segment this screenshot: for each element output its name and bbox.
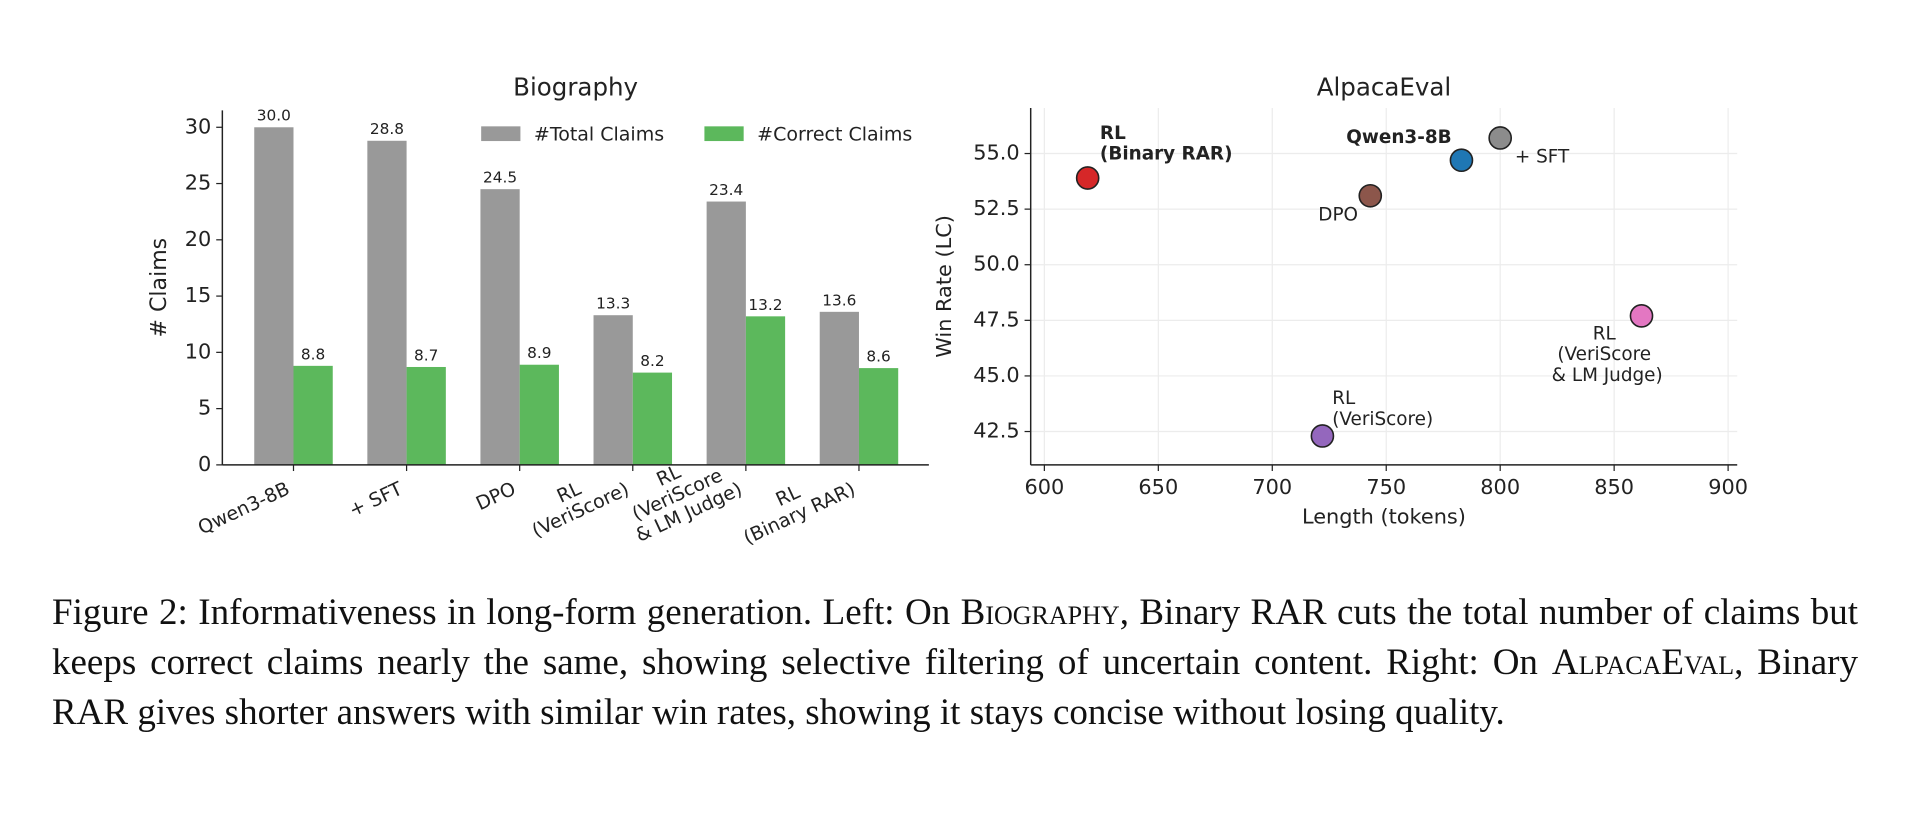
caption-text: Figure 2: Informativeness in long-form g… [52, 592, 961, 633]
x-tick-label-group: + SFT [346, 478, 407, 522]
value-label: 24.5 [483, 169, 517, 187]
bar [519, 364, 559, 465]
value-label: 13.2 [748, 296, 782, 314]
point-label: + SFT [1515, 147, 1570, 168]
point-label: RL (VeriScore) [1332, 388, 1433, 430]
point-label: Qwen3-8B [1346, 127, 1451, 148]
x-tick-label: 650 [1138, 475, 1178, 499]
legend-label: #Total Claims [534, 123, 664, 145]
bar [293, 365, 333, 465]
y-tick-label: 47.5 [973, 307, 1019, 331]
y-tick-label: 42.5 [973, 419, 1019, 443]
bar [745, 316, 786, 465]
chart-title: AlpacaEval [1317, 72, 1452, 101]
point [1449, 148, 1474, 173]
y-tick-label: 52.5 [973, 196, 1019, 220]
bar [632, 372, 673, 465]
value-label: 30.0 [257, 107, 291, 125]
y-tick-label: 20 [185, 227, 212, 251]
x-tick-label: Qwen3-8B [195, 478, 293, 539]
y-tick-label: 5 [198, 396, 211, 420]
x-tick-label: 850 [1594, 475, 1634, 499]
point [1629, 304, 1654, 328]
legend-label: #Correct Claims [757, 123, 912, 145]
x-tick-label-group: RL (VeriScore) [520, 459, 633, 542]
caption-text: , Binary RAR cuts the total number of cl… [52, 592, 1859, 683]
x-tick-label-group: DPO [473, 478, 519, 515]
point-label: DPO [1318, 204, 1358, 225]
bar [593, 315, 633, 465]
legend-swatch [481, 126, 521, 142]
value-label: 8.2 [640, 352, 664, 370]
point [1358, 183, 1383, 208]
x-tick-label: 600 [1024, 475, 1064, 499]
y-tick-label: 0 [198, 452, 211, 476]
y-tick-label: 30 [185, 114, 212, 138]
y-tick-label: 45.0 [973, 363, 1019, 387]
y-axis-label: # Claims [147, 238, 172, 338]
x-tick-label: 700 [1252, 475, 1292, 499]
x-tick-label: 750 [1366, 475, 1406, 499]
bar [858, 368, 899, 465]
bar [706, 201, 746, 465]
x-tick-label-group: RL (Binary RAR) [731, 459, 859, 549]
point [1075, 166, 1100, 190]
point [1488, 126, 1513, 150]
value-label: 8.6 [866, 348, 890, 366]
value-label: 8.9 [527, 344, 551, 362]
x-tick-label: 800 [1480, 475, 1520, 499]
value-label: 23.4 [709, 181, 743, 199]
point-label: RL (VeriScore & LM Judge) [1552, 323, 1663, 386]
value-label: 8.7 [414, 346, 438, 364]
point-label: RL (Binary RAR) [1100, 123, 1233, 165]
value-label: 8.8 [301, 345, 325, 363]
value-label: 13.6 [822, 291, 856, 309]
value-label: 28.8 [370, 120, 404, 138]
x-tick-label: 900 [1708, 475, 1748, 499]
bar [406, 366, 446, 465]
y-tick-label: 15 [185, 283, 212, 307]
y-tick-label: 25 [185, 171, 212, 195]
caption-text: , Binary RAR gives shorter answers with … [52, 642, 1859, 733]
bar [367, 140, 407, 465]
x-tick-label-group: Qwen3-8B [195, 478, 293, 539]
y-axis-label: Win Rate (LC) [932, 215, 956, 358]
x-tick-label: DPO [473, 478, 519, 515]
x-axis-label: Length (tokens) [1302, 505, 1466, 529]
x-tick-label: + SFT [346, 478, 407, 522]
bar [254, 127, 294, 465]
bar [480, 189, 520, 465]
y-tick-label: 55.0 [973, 141, 1019, 165]
caption-text: Biography [960, 592, 1120, 633]
bar [819, 311, 859, 465]
value-label: 13.3 [596, 295, 630, 313]
y-tick-label: 10 [185, 339, 212, 363]
caption-text: AlpacaEval [1551, 642, 1735, 683]
x-tick-label: RL (Binary RAR) [731, 459, 858, 549]
point [1310, 424, 1335, 448]
y-tick-label: 50.0 [973, 252, 1019, 276]
x-tick-label: RL (VeriScore) [520, 459, 633, 542]
legend-swatch [704, 126, 744, 142]
chart-title: Biography [513, 72, 638, 101]
caption: Figure 2: Informativeness in long-form g… [52, 588, 1858, 738]
charts: Biography # Claims 0 5 10 15 20 25 30 30.0 28.8 24.… [147, 72, 1748, 549]
